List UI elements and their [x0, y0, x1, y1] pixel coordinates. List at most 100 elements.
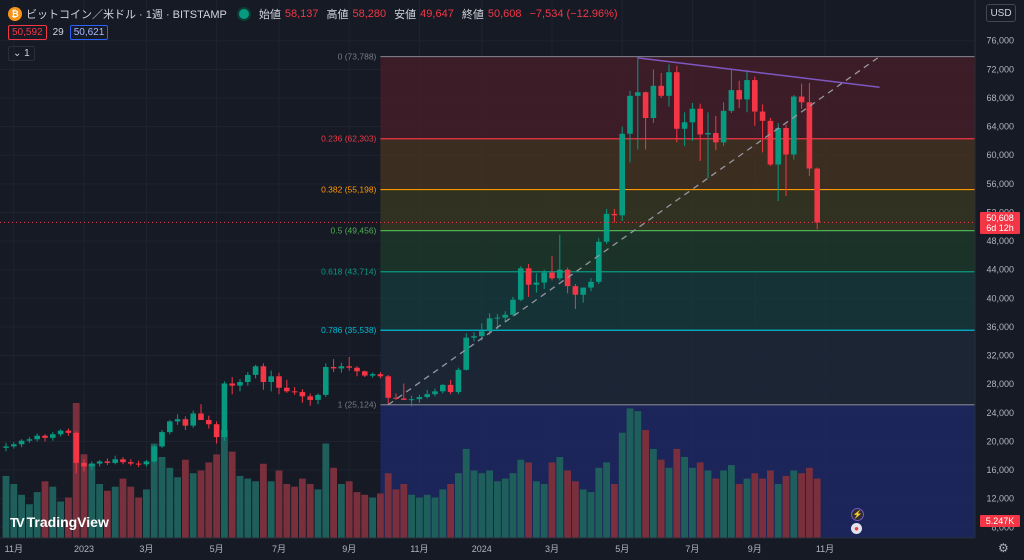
time-axis-tick-label: 3月 — [545, 544, 559, 554]
volume-bar — [634, 411, 642, 538]
settings-gear-icon[interactable]: ⚙ — [998, 541, 1009, 555]
candle-body — [814, 168, 820, 223]
candle-body — [338, 366, 345, 369]
candle-body — [268, 376, 274, 383]
volume-bar — [150, 443, 158, 538]
fib-level-label: 0.618 (43,714) — [321, 267, 376, 277]
event-flash-icon[interactable]: ⚡ — [851, 508, 864, 521]
candle-body — [354, 367, 360, 372]
price-axis-tick-label: 16,000 — [986, 465, 1014, 475]
volume-bar — [642, 430, 649, 538]
candle-body — [533, 282, 540, 285]
candle-body — [229, 383, 235, 386]
volume-bar — [533, 481, 540, 538]
volume-bar — [330, 467, 337, 538]
candle-body — [596, 241, 602, 282]
candle-body — [26, 439, 33, 441]
candle-body — [486, 318, 493, 332]
event-flag-icon[interactable]: ● — [851, 523, 862, 534]
candle-body — [502, 314, 508, 318]
volume-bar — [423, 494, 431, 538]
time-axis-tick-label: 5月 — [210, 544, 224, 554]
sell-button[interactable]: 50,592 — [8, 25, 47, 40]
volume-bar — [260, 463, 267, 538]
volume-bar — [603, 462, 610, 538]
time-axis-tick-label: 11月 — [410, 544, 428, 554]
candle-body — [18, 440, 25, 445]
volume-bar — [377, 493, 384, 538]
candle-body — [759, 111, 766, 121]
candle-body — [330, 366, 337, 369]
candle-body — [159, 432, 165, 447]
buy-button[interactable]: 50,621 — [69, 25, 109, 40]
fib-level-label: 0.786 (35,538) — [321, 325, 376, 335]
candle-body — [525, 268, 532, 285]
fib-level-label: 0.5 (49,456) — [331, 226, 377, 236]
candle-body — [315, 394, 321, 400]
price-axis-tick-label: 32,000 — [986, 351, 1014, 361]
trendline — [637, 57, 880, 88]
volume-bar — [205, 462, 213, 538]
volume-bar — [743, 478, 751, 538]
time-axis-tick-label: 7月 — [272, 544, 286, 554]
tradingview-wordmark: TradingView — [26, 514, 109, 530]
candle-body — [463, 337, 469, 370]
symbol-title[interactable]: ビットコイン／米ドル · 1週 · BITSTAMP — [26, 9, 227, 21]
candle-body — [713, 133, 719, 143]
volume-bar — [361, 494, 369, 538]
market-status-icon[interactable] — [238, 9, 249, 19]
candle-body — [299, 392, 306, 397]
fib-level-label: 0.382 (55,198) — [321, 185, 376, 195]
volume-bar — [774, 484, 782, 538]
candle-body — [798, 96, 805, 103]
candle-body — [744, 80, 750, 100]
volume-bar — [10, 484, 18, 538]
fib-zone — [380, 330, 975, 405]
volume-bar — [166, 467, 174, 538]
candle-body — [471, 336, 477, 338]
price-axis-tick-label: 40,000 — [986, 293, 1014, 303]
candle-body — [174, 419, 181, 422]
volume-bar — [111, 486, 119, 538]
time-axis-bg — [0, 538, 1024, 560]
candle-body — [73, 432, 79, 463]
candle-body — [276, 376, 282, 388]
candle-body — [806, 102, 813, 169]
time-axis-tick-label: 2024 — [472, 544, 492, 554]
volume-bar — [447, 484, 454, 538]
candle-body — [541, 272, 547, 283]
candle-body — [650, 85, 657, 119]
volume-bar — [782, 475, 790, 538]
candle-body — [385, 376, 391, 398]
volume-bar — [143, 489, 150, 538]
candle-body — [494, 317, 501, 319]
price-axis-bg — [975, 0, 1024, 560]
candle-body — [432, 391, 438, 395]
volume-bar — [236, 475, 244, 538]
fib-level-label: 0.236 (62,303) — [321, 134, 376, 144]
fib-zone — [380, 138, 975, 190]
tradingview-logo[interactable]: TV TradingView — [10, 514, 109, 530]
indicator-toggle[interactable]: ⌄ 1 — [8, 46, 35, 61]
candle-body — [50, 434, 56, 438]
candle-body — [408, 399, 415, 401]
volume-bar — [486, 470, 493, 538]
open-value: 58,137 — [284, 8, 319, 20]
volume-bar — [548, 462, 556, 538]
volume-bar — [751, 473, 759, 538]
candle-body — [393, 397, 399, 399]
volume-bar — [135, 497, 142, 538]
candle-body — [346, 366, 352, 368]
fib-diagonal-line — [387, 56, 880, 406]
candle-body — [752, 80, 758, 112]
volume-bar — [57, 501, 64, 538]
currency-selector[interactable]: USD — [986, 4, 1016, 22]
fib-level-label: 1 (25,124) — [338, 400, 377, 410]
candle-body — [720, 110, 727, 143]
volume-bar — [478, 473, 486, 538]
volume-bar — [626, 408, 634, 538]
close-label: 終値 — [461, 9, 484, 21]
volume-bar — [353, 492, 361, 538]
last-price-badge: 50,608 6d 12h — [980, 212, 1020, 234]
